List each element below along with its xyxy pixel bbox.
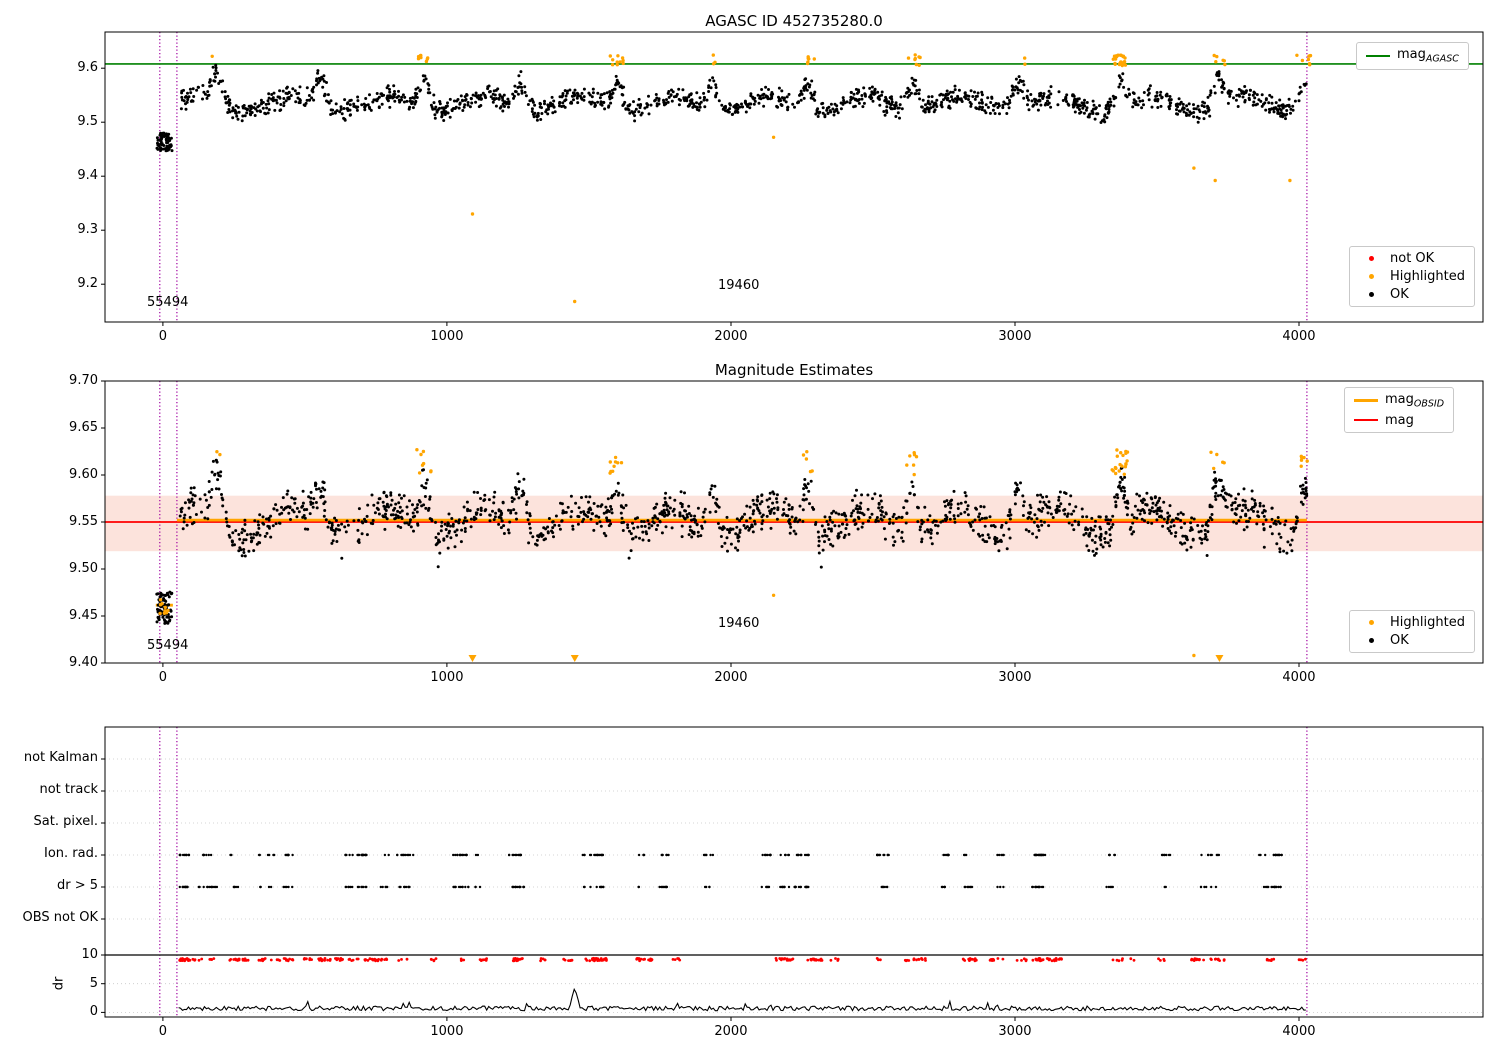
flag-label-not-track: not track — [39, 782, 98, 797]
legend-markers-chart1: not OK Highlighted OK — [1349, 246, 1475, 307]
obsid-annotation: 55494 — [147, 295, 189, 310]
legend-entry: mag — [1354, 413, 1444, 428]
legend-line-sample — [1366, 54, 1390, 57]
x-tick-label: 0 — [158, 1024, 168, 1039]
legend-entry: magAGASC — [1366, 47, 1459, 65]
legend-entry: Highlighted — [1359, 615, 1465, 630]
y-tick-label: 9.2 — [77, 276, 98, 292]
legend-marker-sample — [1368, 292, 1374, 297]
ok-points-chart1 — [155, 63, 1308, 153]
legend-entry: OK — [1359, 633, 1465, 648]
legend-label: Highlighted — [1390, 269, 1465, 284]
legend-line-sample — [1354, 419, 1378, 422]
y-tick-label: 9.50 — [69, 561, 98, 576]
legend-label: OK — [1390, 287, 1409, 302]
chart1-title: AGASC ID 452735280.0 — [705, 12, 883, 30]
dr-axis-label: dr — [51, 976, 67, 991]
x-tick-label: 4000 — [1282, 670, 1316, 685]
flag-label-dr-gt5: dr > 5 — [56, 878, 98, 893]
obsid-annotation: 19460 — [718, 278, 760, 293]
legend-entry: Highlighted — [1359, 269, 1465, 284]
x-tick-label: 3000 — [998, 329, 1032, 344]
x-tick-label: 0 — [158, 670, 168, 685]
legend-entry: OK — [1359, 287, 1465, 302]
y-tick-label: 9.40 — [69, 655, 98, 670]
y-tick-label: 9.65 — [69, 420, 98, 435]
legend-label: not OK — [1390, 251, 1435, 266]
dr-not-ok-points — [178, 956, 1307, 963]
x-tick-label: 2000 — [714, 670, 748, 685]
x-tick-label: 4000 — [1282, 1024, 1316, 1039]
legend-line-sample — [1354, 399, 1378, 403]
x-tick-label: 0 — [158, 329, 168, 344]
y-tick-label: 9.4 — [77, 168, 98, 184]
legend-entry: magOBSID — [1354, 392, 1444, 410]
y-tick-label: 9.6 — [77, 60, 98, 76]
highlighted-points-chart2 — [158, 448, 1309, 662]
x-tick-label: 1000 — [430, 670, 464, 685]
ion-rad-points — [178, 853, 1284, 857]
legend-label: magOBSID — [1385, 392, 1445, 410]
flag-label-ion-rad: Ion. rad. — [44, 846, 98, 861]
legend-marker-sample — [1368, 274, 1374, 279]
chart2-title: Magnitude Estimates — [714, 361, 874, 379]
x-tick-label: 3000 — [998, 1024, 1032, 1039]
y-tick-label: 9.70 — [69, 373, 98, 388]
y-tick-label: 9.45 — [69, 608, 98, 623]
y-tick-label: 9.3 — [77, 222, 98, 238]
x-tick-label: 1000 — [430, 1024, 464, 1039]
legend-label: Highlighted — [1390, 615, 1465, 630]
legend-entry: not OK — [1359, 251, 1465, 266]
legend-marker-sample — [1368, 620, 1374, 625]
dr-tick-5: 5 — [89, 976, 98, 991]
legend-mag-agasc: magAGASC — [1356, 42, 1469, 70]
mag-band — [105, 495, 1483, 552]
x-tick-label: 4000 — [1282, 329, 1316, 344]
x-tick-label: 1000 — [430, 329, 464, 344]
legend-marker-sample — [1368, 256, 1374, 261]
x-tick-label: 2000 — [714, 329, 748, 344]
dr-tick-10: 10 — [81, 947, 98, 962]
y-tick-label: 9.60 — [69, 467, 98, 482]
flag-label-obs-not-ok: OBS not OK — [22, 910, 99, 925]
obsid-annotation: 19460 — [718, 616, 760, 631]
dr-tick-0: 0 — [89, 1004, 98, 1019]
x-tick-label: 2000 — [714, 1024, 748, 1039]
y-tick-label: 9.5 — [77, 114, 98, 130]
dr-gt5-points — [178, 885, 1282, 889]
obsid-annotation: 55494 — [147, 638, 189, 653]
flag-label-sat-pixel: Sat. pixel. — [33, 814, 98, 829]
legend-label: magAGASC — [1397, 47, 1459, 65]
flag-label-not-kalman: not Kalman — [23, 750, 98, 765]
legend-label: OK — [1390, 633, 1409, 648]
ok-points-chart2 — [155, 458, 1309, 625]
legend-label: mag — [1385, 412, 1414, 428]
x-tick-label: 3000 — [998, 670, 1032, 685]
legend-markers-chart2: Highlighted OK — [1349, 610, 1475, 653]
highlighted-points-chart1 — [210, 53, 1313, 304]
dr-trace — [178, 987, 1306, 1012]
legend-mag-lines: magOBSID mag — [1344, 387, 1455, 433]
legend-marker-sample — [1368, 638, 1374, 643]
y-tick-label: 9.55 — [69, 514, 98, 529]
